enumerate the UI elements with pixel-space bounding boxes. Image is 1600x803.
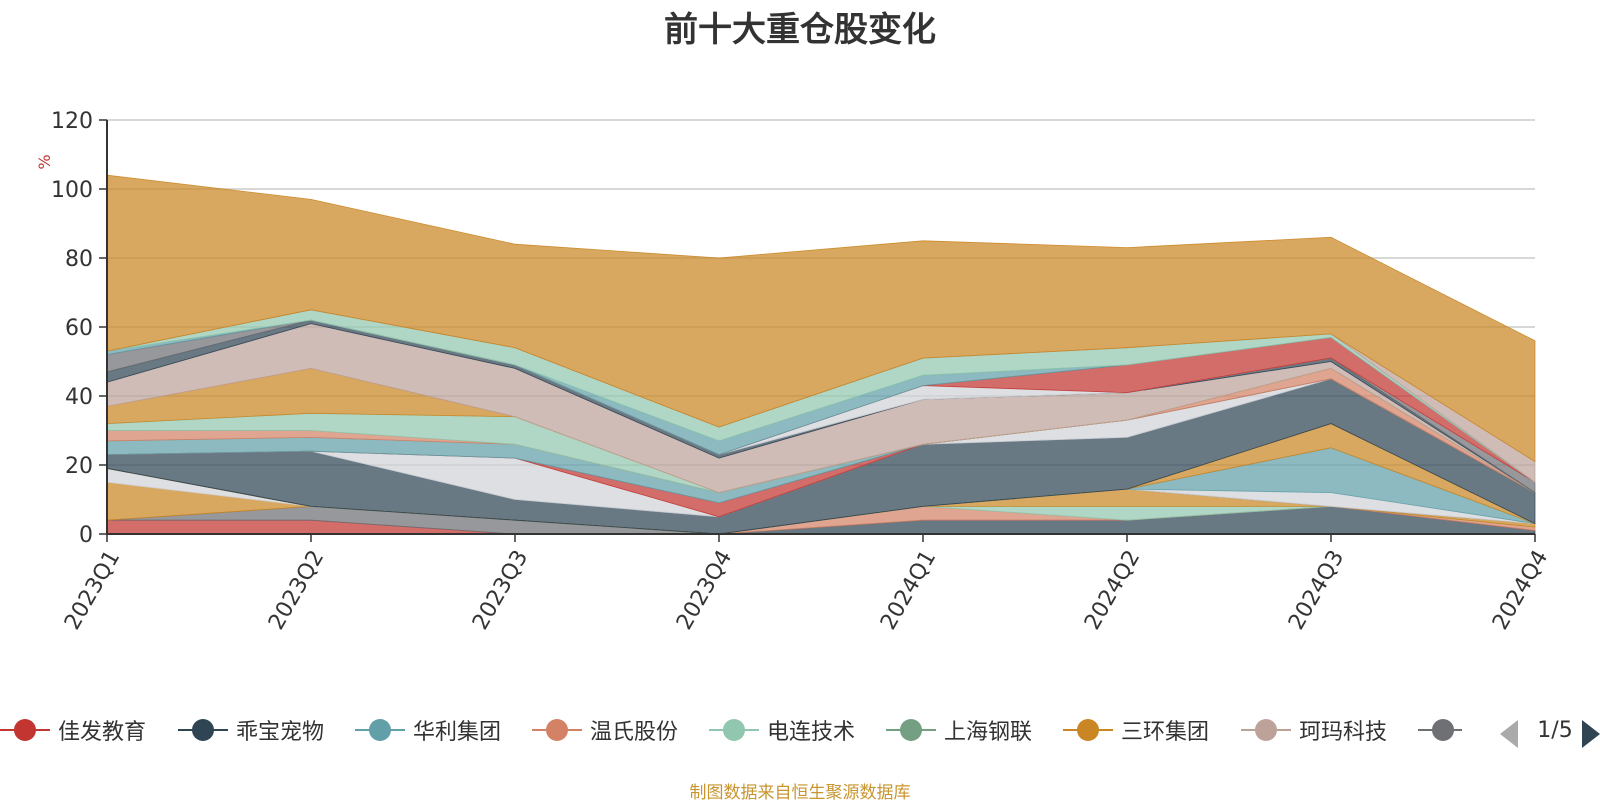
legend-items: 佳发教育 乖宝宠物 华利集团 温氏股份 电连技术 上海钢联 三环集团 珂玛科技 [0, 712, 1462, 748]
x-tick-label: 2023Q4 [672, 546, 737, 634]
y-tick-label: 100 [51, 178, 93, 203]
y-tick-label: 120 [51, 109, 93, 134]
x-tick-label: 2024Q1 [876, 546, 941, 634]
legend-page-indicator: 1/5 [1537, 718, 1573, 743]
x-tick-label: 2023Q2 [264, 546, 329, 634]
legend-marker-icon [709, 719, 759, 741]
legend-item[interactable]: 珂玛科技 [1241, 712, 1387, 748]
legend-prev-page-button[interactable] [1500, 720, 1518, 748]
legend-item-label: 电连技术 [767, 720, 856, 745]
legend-marker-icon [178, 719, 228, 741]
legend-item[interactable]: 上海钢联 [886, 712, 1032, 748]
legend-item[interactable]: 佳发教育 [0, 712, 146, 748]
area-layers [106, 174, 1536, 535]
legend-marker-icon [886, 719, 936, 741]
legend-next-page-button[interactable] [1582, 720, 1600, 748]
legend-item-label: 佳发教育 [58, 720, 147, 745]
legend-item-label: 乖宝宠物 [236, 720, 325, 745]
x-tick-label: 2023Q1 [60, 546, 125, 634]
legend-item-label: 三环集团 [1121, 720, 1210, 745]
legend: 佳发教育 乖宝宠物 华利集团 温氏股份 电连技术 上海钢联 三环集团 珂玛科技 [0, 712, 1600, 748]
legend-item[interactable]: 温氏股份 [532, 712, 678, 748]
legend-item-label: 温氏股份 [590, 720, 679, 745]
legend-marker-icon [532, 719, 582, 741]
legend-marker-icon [355, 719, 405, 741]
y-tick-label: 0 [79, 523, 93, 548]
x-tick-label: 2024Q3 [1284, 546, 1349, 634]
x-tick-label: 2024Q2 [1080, 546, 1145, 634]
legend-marker-icon [0, 719, 50, 741]
legend-item[interactable]: 电连技术 [709, 712, 855, 748]
chart-title: 前十大重仓股变化 [664, 10, 936, 50]
legend-marker-icon [1063, 719, 1113, 741]
legend-item[interactable] [1418, 712, 1462, 748]
legend-item[interactable]: 华利集团 [355, 712, 501, 748]
legend-item-label: 上海钢联 [944, 720, 1033, 745]
legend-marker-icon [1241, 719, 1291, 741]
x-tick-label: 2023Q3 [468, 546, 533, 634]
y-tick-label: 80 [65, 247, 93, 272]
y-tick-label: 60 [65, 316, 93, 341]
y-axis-label: % [35, 154, 54, 169]
legend-item[interactable]: 乖宝宠物 [178, 712, 324, 748]
legend-item-label: 珂玛科技 [1299, 720, 1388, 745]
y-tick-label: 40 [65, 385, 93, 410]
x-tick-label: 2024Q4 [1488, 546, 1553, 634]
y-tick-label: 20 [65, 454, 93, 479]
legend-marker-icon [1418, 719, 1462, 741]
area-layer-27[interactable] [106, 174, 1536, 463]
legend-item[interactable]: 三环集团 [1063, 712, 1209, 748]
data-source-note: 制图数据来自恒生聚源数据库 [689, 783, 911, 803]
legend-item-label: 华利集团 [413, 720, 502, 745]
